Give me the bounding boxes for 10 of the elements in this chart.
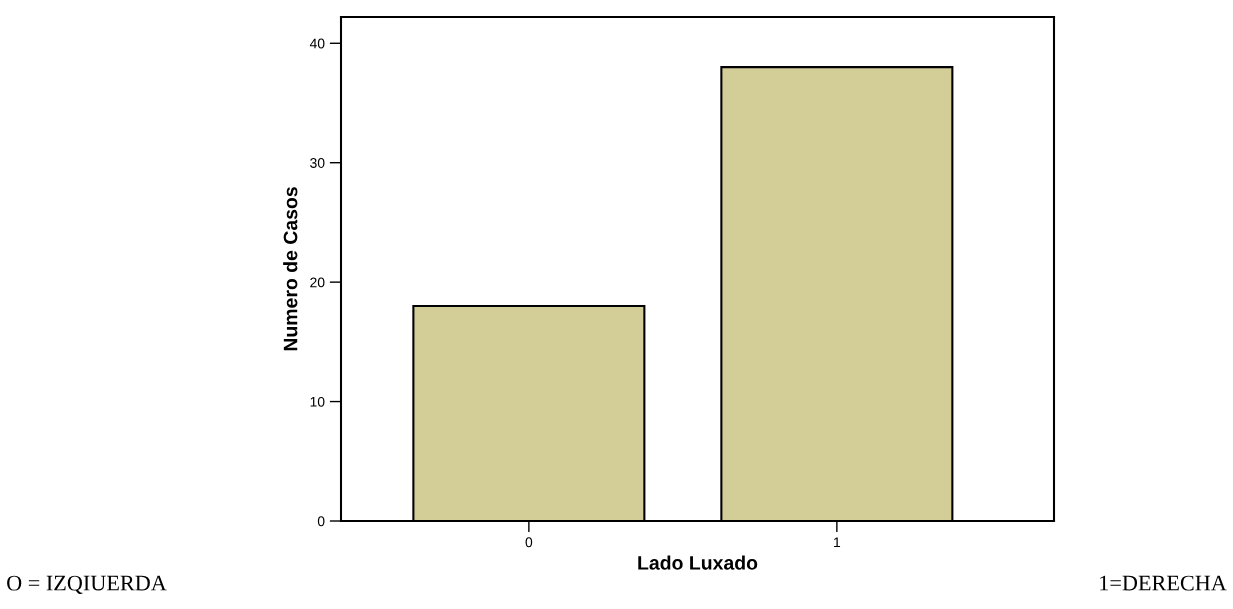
y-tick-label: 30: [310, 158, 325, 168]
text: O = IZQIUERDA: [7, 575, 167, 594]
text: 1=DERECHA: [1100, 575, 1227, 591]
y-tick-label: 10: [310, 396, 325, 407]
y-tick-label: 40: [309, 38, 325, 49]
y-tick-label: 0: [317, 516, 325, 527]
x-tick-label: 1: [834, 537, 841, 548]
y-tick-label: 20: [310, 277, 325, 288]
x-axis-title: Lado Luxado: [638, 555, 758, 570]
y-axis-title: Numero de Casos: [283, 187, 298, 351]
